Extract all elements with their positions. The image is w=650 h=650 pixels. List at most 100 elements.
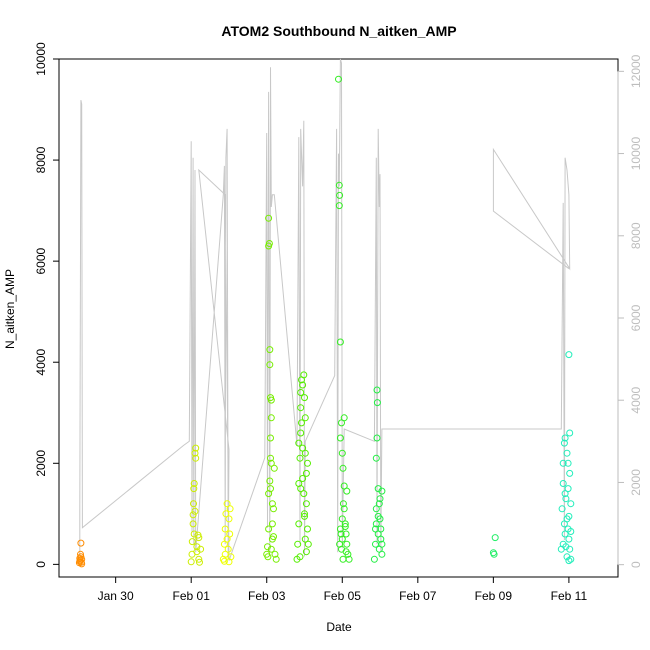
data-point	[195, 534, 203, 542]
data-point	[266, 346, 274, 354]
data-point	[490, 550, 498, 558]
data-point	[301, 394, 308, 402]
data-point	[190, 480, 198, 487]
x-axis-label: Date	[326, 620, 352, 634]
data-point	[304, 459, 311, 467]
data-point	[373, 399, 381, 407]
data-point	[565, 351, 573, 359]
data-point	[302, 469, 310, 477]
data-point	[192, 454, 200, 462]
data-point	[372, 505, 380, 513]
data-point	[222, 510, 230, 518]
data-point	[225, 515, 233, 523]
data-point	[190, 485, 198, 493]
data-point	[265, 214, 273, 222]
data-point	[338, 449, 346, 457]
data-point	[270, 464, 278, 472]
data-point	[297, 404, 305, 412]
data-point	[299, 475, 307, 482]
data-point	[372, 520, 380, 528]
data-point	[565, 512, 573, 520]
data-point	[224, 545, 232, 553]
data-point	[337, 530, 345, 538]
data-point	[341, 520, 349, 528]
data-point	[272, 555, 280, 563]
data-point	[563, 449, 571, 457]
data-point	[189, 511, 197, 519]
y2-tick-label: 0	[629, 561, 643, 568]
data-point	[301, 535, 309, 543]
x-tick-label: Feb 07	[399, 589, 437, 603]
data-point	[296, 454, 304, 462]
data-point	[197, 545, 205, 553]
data-point	[336, 540, 344, 548]
data-point	[559, 480, 567, 487]
y-tick-label: 6000	[34, 247, 48, 274]
data-point	[339, 555, 347, 563]
data-point	[562, 495, 570, 503]
data-point	[196, 558, 203, 566]
data-point	[300, 490, 308, 498]
data-point	[267, 545, 275, 553]
data-point	[301, 414, 309, 422]
x-tick-label: Feb 11	[551, 589, 588, 603]
data-point	[190, 530, 198, 538]
data-point	[559, 459, 567, 467]
data-point	[339, 500, 347, 508]
data-point	[338, 515, 346, 523]
data-point	[223, 500, 231, 508]
secondary-series-line	[79, 58, 571, 561]
data-point	[563, 553, 571, 561]
data-point	[491, 534, 499, 542]
data-point	[561, 530, 569, 538]
data-point	[270, 505, 277, 513]
points-layer	[75, 75, 575, 568]
data-point	[372, 454, 380, 462]
data-point	[266, 477, 274, 485]
y-tick-label: 2000	[34, 450, 48, 477]
data-point	[561, 490, 569, 498]
data-point	[267, 396, 275, 404]
y2-tick-label: 6000	[629, 304, 643, 331]
data-point	[187, 558, 195, 566]
data-point	[77, 539, 85, 547]
data-point	[271, 550, 279, 558]
data-point	[267, 454, 274, 462]
data-point	[302, 548, 310, 556]
data-point	[221, 550, 229, 558]
data-point	[190, 500, 197, 508]
data-point	[373, 386, 381, 394]
data-point	[342, 530, 350, 538]
data-point	[189, 520, 197, 528]
x-tick-label: Feb 03	[248, 589, 286, 603]
data-point	[268, 535, 276, 543]
data-point	[341, 523, 349, 530]
y2-tick-label: 4000	[629, 387, 643, 414]
data-point	[340, 505, 348, 513]
data-point	[267, 434, 274, 442]
data-point	[336, 434, 344, 442]
data-point	[268, 500, 276, 508]
y-tick-label: 8000	[34, 146, 48, 173]
data-point	[335, 181, 343, 189]
data-point	[343, 540, 351, 548]
data-point	[378, 487, 386, 495]
data-point	[342, 548, 350, 556]
data-point	[374, 512, 382, 520]
data-point	[264, 553, 272, 561]
data-point	[268, 520, 276, 528]
y-tick-label: 10000	[34, 42, 48, 76]
data-point	[192, 444, 200, 452]
data-point	[560, 520, 568, 528]
data-point	[221, 525, 229, 533]
data-point	[301, 510, 308, 518]
data-point	[372, 525, 379, 533]
data-point	[227, 553, 235, 561]
data-point	[78, 560, 86, 568]
data-point	[78, 555, 86, 563]
data-point	[304, 525, 311, 533]
data-point	[375, 545, 383, 553]
x-tick-label: Jan 30	[98, 589, 134, 603]
data-point	[195, 555, 203, 563]
